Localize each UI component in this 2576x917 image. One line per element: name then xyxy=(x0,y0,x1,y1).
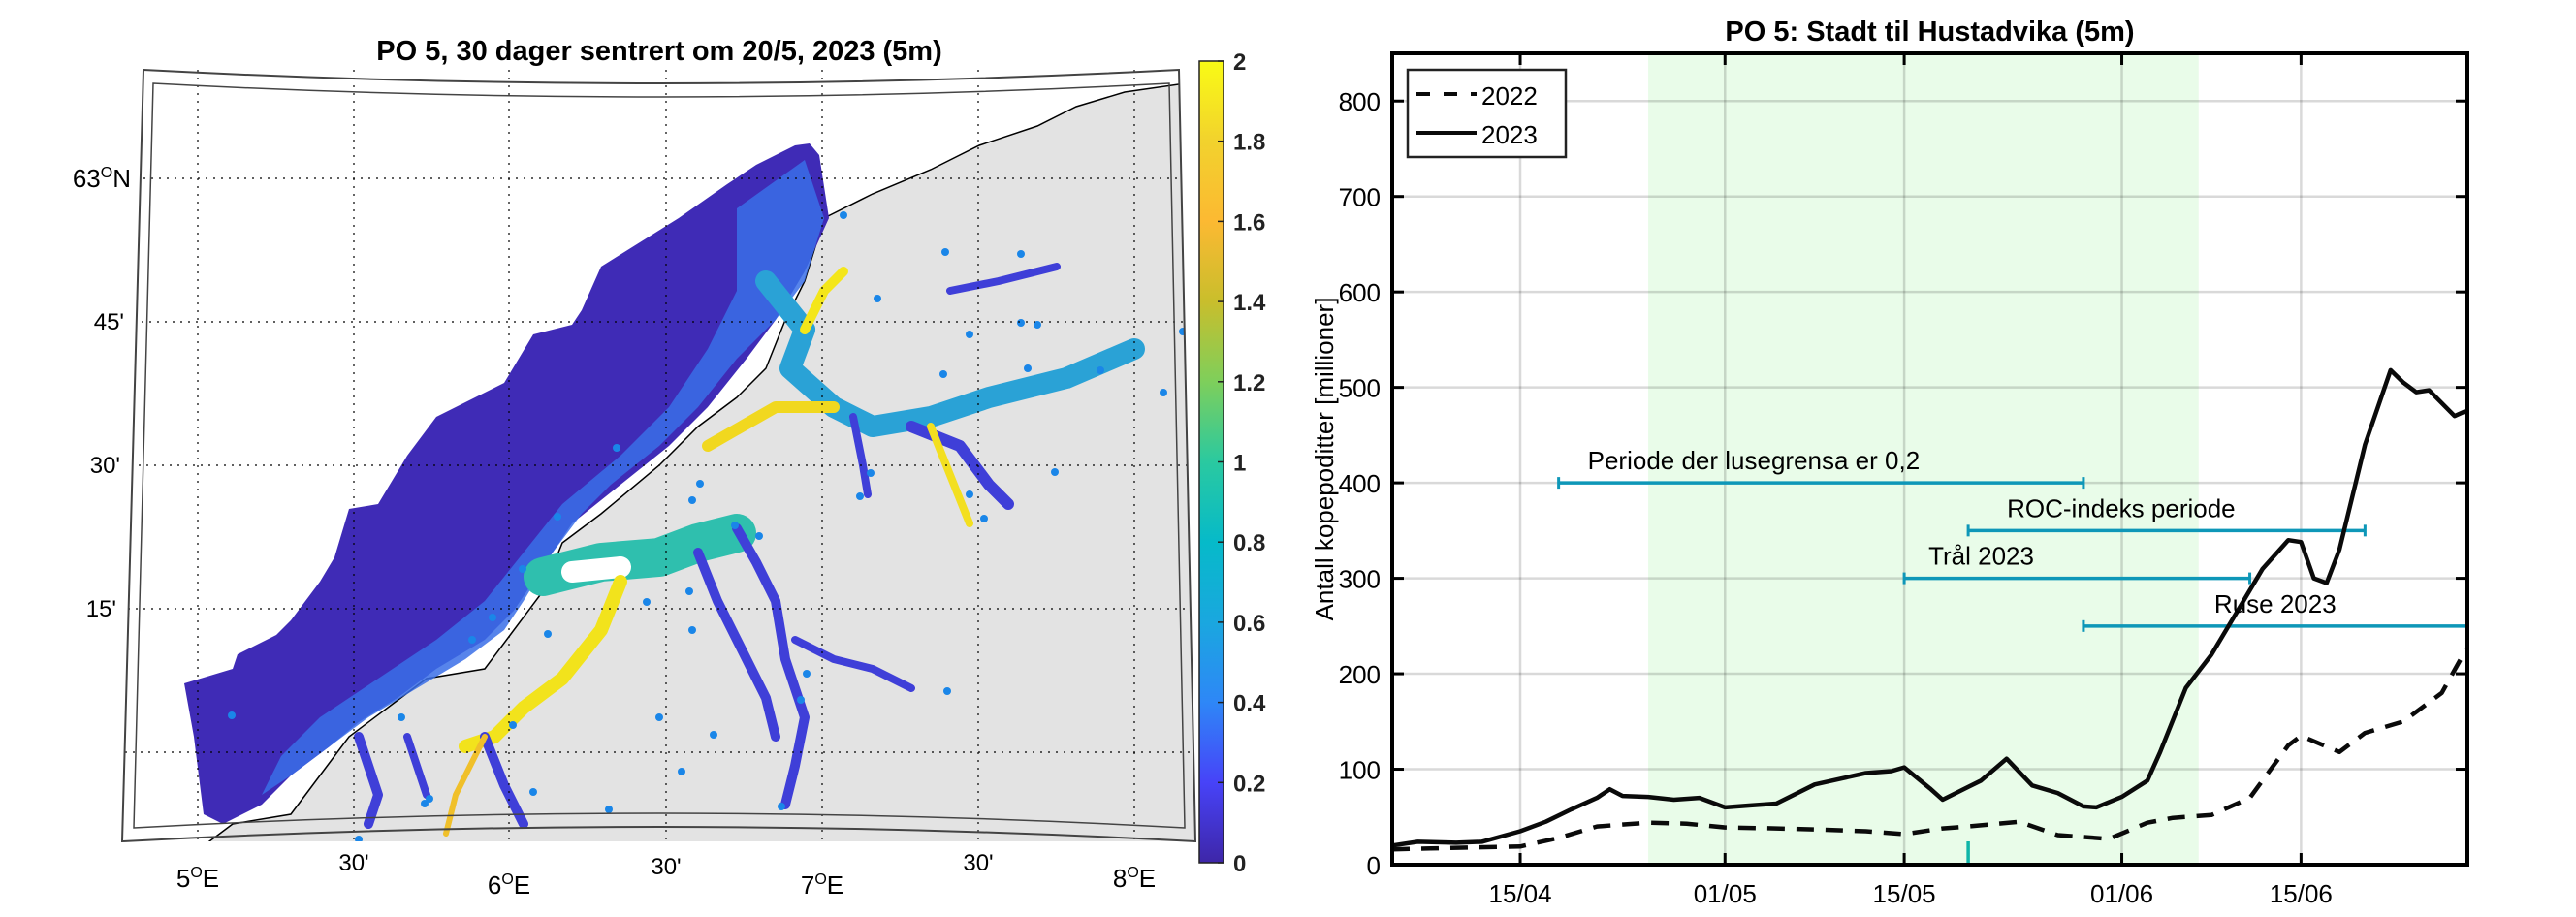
y-tick-label: 200 xyxy=(1339,660,1381,689)
x-tick-label: 01/06 xyxy=(2090,879,2153,908)
colorbar-tick-label: 1.2 xyxy=(1233,370,1265,396)
x-tick-label: 15/05 xyxy=(1873,879,1936,908)
y-tick-label: 700 xyxy=(1339,183,1381,212)
colorbar-tick-label: 0.8 xyxy=(1233,530,1265,556)
y-tick-label: 600 xyxy=(1339,278,1381,307)
map-graticule xyxy=(125,70,1193,841)
x-tick-label: 15/04 xyxy=(1488,879,1551,908)
model-domain-ocean xyxy=(184,143,829,824)
lice-concentration-map: PO 5, 30 dager sentrert om 20/5, 2023 (5… xyxy=(73,36,1266,900)
colorbar-tick-label: 1.6 xyxy=(1233,209,1265,236)
legend-label-2023: 2023 xyxy=(1481,120,1538,149)
series-line-2022 xyxy=(1391,646,2469,852)
colorbar-tick-label: 0.4 xyxy=(1233,691,1266,717)
lon-label-8E: 8OE xyxy=(1113,864,1156,893)
lon-label-6-30: 30' xyxy=(651,854,681,880)
lon-label-5E: 5OE xyxy=(176,864,219,893)
lon-label-6E: 6OE xyxy=(488,870,530,900)
colorbar-tick-label: 0 xyxy=(1233,851,1246,877)
colorbar-tick-label: 0.2 xyxy=(1233,771,1265,797)
y-tick-label: 0 xyxy=(1367,851,1381,880)
y-tick-label: 300 xyxy=(1339,565,1381,594)
lon-label-5-30: 30' xyxy=(338,850,368,876)
map-frame xyxy=(120,68,1197,843)
y-tick-label: 100 xyxy=(1339,756,1381,785)
y-tick-label: 400 xyxy=(1339,469,1381,498)
legend-box xyxy=(1406,68,1568,159)
annotation-label: ROC-indeks periode xyxy=(2007,493,2236,522)
chart-title: PO 5: Stadt til Hustadvika (5m) xyxy=(1725,16,2134,47)
colorbar-tick-label: 0.6 xyxy=(1233,611,1265,637)
colorbar-tick-label: 1.4 xyxy=(1233,290,1266,316)
shaded-period xyxy=(1648,53,2199,865)
series-line-2023 xyxy=(1391,367,2468,848)
colorbar-ticks: 0 0.2 0.4 0.6 0.8 1 1.2 1.4 1.6 1.8 2 xyxy=(1218,49,1266,877)
farm-markers xyxy=(228,211,1187,841)
x-tick-label: 01/05 xyxy=(1694,879,1757,908)
plot-frame xyxy=(1390,51,2469,867)
coastal-zone-mid xyxy=(262,160,824,795)
map-frame-inner xyxy=(133,82,1186,829)
legend-label-2022: 2022 xyxy=(1481,81,1538,111)
annotation-label: Periode der lusegrensa er 0,2 xyxy=(1588,446,1921,475)
x-tick-label: 15/06 xyxy=(2270,879,2333,908)
legend: 2022 2023 xyxy=(1406,68,1568,159)
colorbar-tick-label: 1.8 xyxy=(1233,130,1265,156)
fjord-arms xyxy=(354,263,1145,837)
land-mainland xyxy=(191,81,1195,841)
annotation-label: Trål 2023 xyxy=(1928,542,2034,571)
lon-label-7E: 7OE xyxy=(801,870,843,900)
annotation-label: Ruse 2023 xyxy=(2214,589,2337,618)
lat-label-63N: 63ON xyxy=(73,164,131,193)
colorbar-tick-label: 1 xyxy=(1233,451,1246,477)
y-tick-label: 800 xyxy=(1339,87,1381,116)
lat-label-45: 45' xyxy=(94,309,124,335)
y-tick-label: 500 xyxy=(1339,374,1381,403)
colorbar-tick-label: 2 xyxy=(1233,49,1246,76)
lon-label-7-30: 30' xyxy=(963,850,993,876)
map-title: PO 5, 30 dager sentrert om 20/5, 2023 (5… xyxy=(376,36,942,67)
lat-label-30: 30' xyxy=(90,453,120,479)
y-axis-label: Antall kopepoditter [millioner] xyxy=(1310,298,1339,621)
lat-label-15: 15' xyxy=(86,596,116,622)
